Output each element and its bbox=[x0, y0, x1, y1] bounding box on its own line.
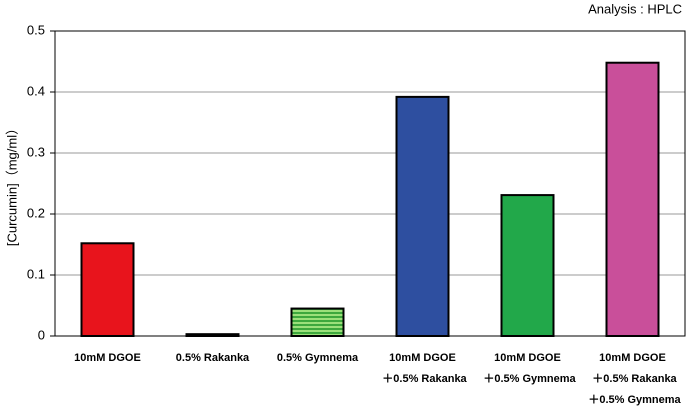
x-tick-label: 0.5% Gymnema bbox=[277, 352, 359, 364]
y-tick-label: 0.5 bbox=[27, 22, 45, 37]
x-tick-label: 10mM DGOE bbox=[74, 352, 141, 364]
plot-frame bbox=[54, 30, 686, 337]
y-axis-label: [Curcumin]（mg/ml） bbox=[4, 122, 19, 246]
y-tick-label: 0.3 bbox=[27, 144, 45, 159]
x-tick-label: 10mM DGOE bbox=[389, 352, 456, 364]
bar bbox=[500, 194, 555, 337]
x-tick-label: ＋0.5% Gymnema bbox=[483, 373, 576, 385]
x-tick-label: 0.5% Rakanka bbox=[176, 352, 250, 364]
x-tick-label: 10mM DGOE bbox=[494, 352, 561, 364]
y-tick-label: 0 bbox=[38, 327, 45, 342]
y-tick-label: 0.4 bbox=[27, 83, 45, 98]
x-tick-label: ＋0.5% Rakanka bbox=[592, 373, 677, 385]
bar bbox=[80, 242, 135, 337]
bar bbox=[185, 333, 240, 338]
annotation: Analysis : HPLC bbox=[588, 1, 682, 16]
bar bbox=[605, 61, 660, 337]
y-tick-label: 0.1 bbox=[27, 266, 45, 281]
y-tick-label: 0.2 bbox=[27, 205, 45, 220]
x-tick-label: ＋0.5% Rakanka bbox=[382, 373, 467, 385]
x-tick-label: ＋0.5% Gymnema bbox=[588, 394, 681, 406]
x-tick-label: 10mM DGOE bbox=[599, 352, 666, 364]
bar bbox=[290, 307, 345, 337]
bar bbox=[395, 95, 450, 337]
